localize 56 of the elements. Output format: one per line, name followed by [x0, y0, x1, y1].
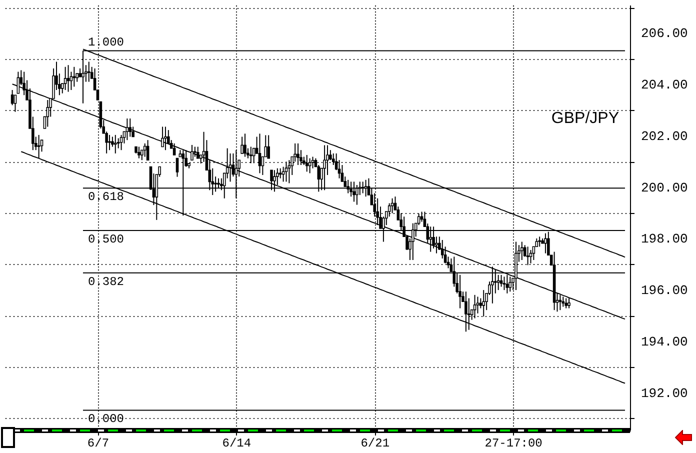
candlestick: [294, 142, 296, 162]
candlestick: [508, 276, 512, 292]
candlestick: [164, 126, 167, 151]
candlestick: [72, 66, 76, 88]
candlestick: [126, 118, 129, 141]
x-tick-label: 6/21: [360, 436, 390, 450]
annotation: 0.382: [88, 274, 124, 289]
candlestick: [520, 241, 524, 260]
annotation: 0.618: [88, 190, 124, 204]
candlestick: [172, 142, 176, 156]
candlestick: [558, 294, 562, 311]
y-tick-label: 192.00: [641, 386, 688, 401]
y-tick-label: 198.00: [641, 232, 688, 247]
candlestick: [143, 142, 146, 158]
candlestick: [190, 144, 194, 161]
candlestick: [568, 298, 570, 309]
candlestick: [194, 146, 196, 158]
candlestick: [240, 136, 244, 154]
x-tick-label: 6/7: [87, 436, 110, 450]
candlestick: [538, 236, 541, 248]
y-tick-label: 200.00: [641, 180, 688, 196]
candlestick: [464, 291, 468, 332]
annotation: 0.500: [88, 232, 124, 246]
candlestick: [267, 134, 270, 159]
candlestick: [435, 236, 438, 254]
candlestick: [128, 118, 132, 138]
text: GBP/JPY: [551, 110, 620, 127]
candlestick: [120, 134, 123, 151]
candlestick: [284, 161, 288, 182]
candlestick: [108, 134, 111, 151]
candlestick: [114, 134, 117, 154]
candlestick: [87, 61, 90, 82]
y-tick-label: 204.00: [641, 78, 688, 93]
candlestick: [278, 168, 282, 179]
candlestick: [66, 64, 70, 92]
candlestick: [544, 232, 547, 254]
candlestick: [64, 66, 67, 90]
candlestick: [562, 296, 565, 308]
annotation: 1.000: [88, 36, 124, 50]
y-tick-label: 202.00: [641, 128, 688, 144]
candlestick: [308, 158, 312, 174]
x-tick-label: 27-17:00: [484, 436, 542, 450]
candlestick: [244, 133, 246, 158]
y-tick-label: 196.00: [641, 283, 688, 298]
candlestick: [161, 126, 164, 148]
candlestick: [329, 150, 332, 161]
candlestick: [502, 276, 506, 291]
candlestick: [296, 142, 300, 166]
candlestick: [564, 298, 568, 309]
candlestick: [146, 140, 150, 161]
candlestick: [138, 146, 140, 159]
y-tick-label: 194.00: [641, 334, 688, 350]
x-tick-label: 6/14: [222, 436, 252, 450]
y-tick-label: 206.00: [641, 26, 688, 42]
annotation: 0.000: [88, 412, 124, 426]
candlestick: [196, 146, 200, 159]
